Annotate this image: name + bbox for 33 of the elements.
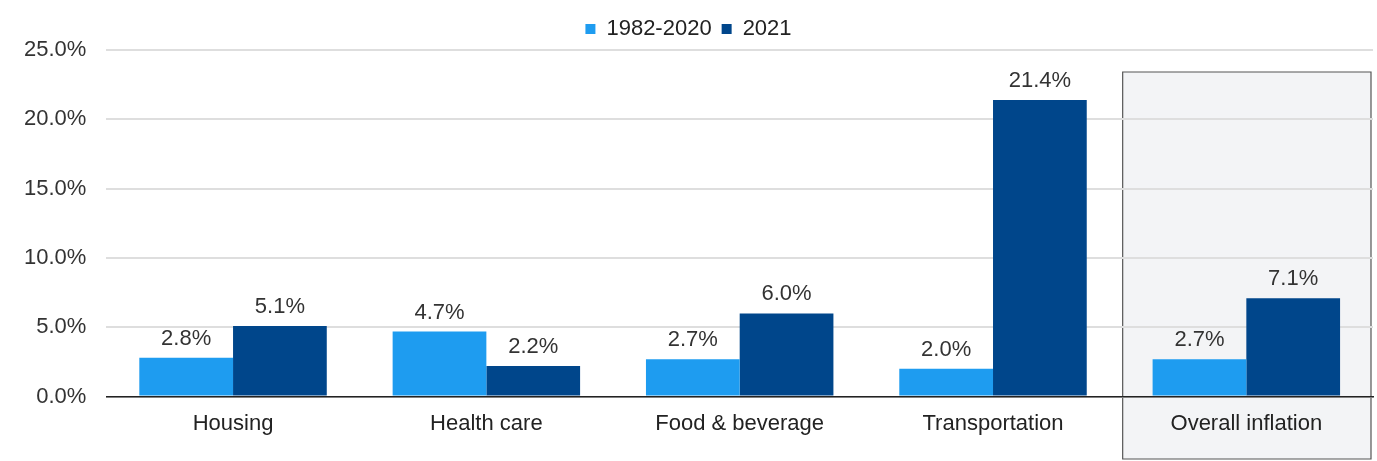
legend-label: 1982-2020 (606, 15, 712, 41)
data-label: 2.7% (667, 326, 718, 352)
bar (1152, 359, 1247, 396)
bar (1246, 298, 1341, 396)
bar (486, 366, 581, 396)
data-label: 21.4% (1008, 66, 1072, 92)
data-label: 2.7% (1174, 326, 1225, 352)
bar (139, 357, 234, 396)
y-tick-label: 15.0% (23, 174, 87, 200)
x-tick-label: Transportation (922, 409, 1064, 435)
data-label: 2.8% (161, 324, 212, 350)
bar (993, 99, 1087, 396)
data-label: 5.1% (254, 292, 305, 318)
x-tick-label: Health care (430, 409, 543, 435)
bar (392, 331, 487, 396)
bar (645, 359, 740, 396)
bar (233, 325, 327, 396)
y-tick-label: 25.0% (23, 36, 87, 62)
y-tick-label: 10.0% (23, 244, 87, 270)
data-label: 7.1% (1268, 265, 1319, 291)
data-label: 6.0% (761, 280, 812, 306)
y-tick-label: 0.0% (36, 382, 87, 408)
data-label: 2.2% (508, 333, 559, 359)
x-tick-label: Food & beverage (655, 409, 825, 435)
x-tick-label: Housing (192, 409, 274, 435)
y-tick-label: 5.0% (36, 313, 87, 339)
legend-label: 2021 (742, 15, 792, 41)
data-label: 2.0% (921, 335, 972, 361)
bar (739, 313, 834, 396)
bar (899, 368, 994, 396)
x-tick-label: Overall inflation (1170, 409, 1323, 435)
data-label: 4.7% (414, 298, 465, 324)
y-tick-label: 20.0% (23, 105, 87, 131)
